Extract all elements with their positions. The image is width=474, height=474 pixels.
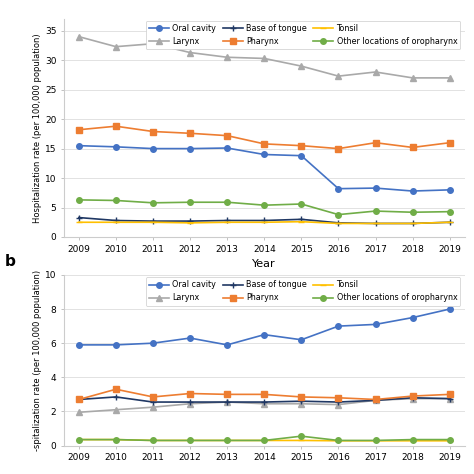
- Legend: Oral cavity, Larynx, Base of tongue, Pharynx, Tonsil, Other locations of orophar: Oral cavity, Larynx, Base of tongue, Pha…: [146, 21, 461, 49]
- Legend: Oral cavity, Larynx, Base of tongue, Pharynx, Tonsil, Other locations of orophar: Oral cavity, Larynx, Base of tongue, Pha…: [146, 277, 461, 306]
- Y-axis label: -spitalization rate (per 100,000 population): -spitalization rate (per 100,000 populat…: [33, 270, 42, 451]
- X-axis label: Year: Year: [253, 259, 276, 269]
- Y-axis label: Hospitalization rate (per 100,000 population): Hospitalization rate (per 100,000 popula…: [33, 33, 42, 223]
- Text: b: b: [5, 254, 16, 269]
